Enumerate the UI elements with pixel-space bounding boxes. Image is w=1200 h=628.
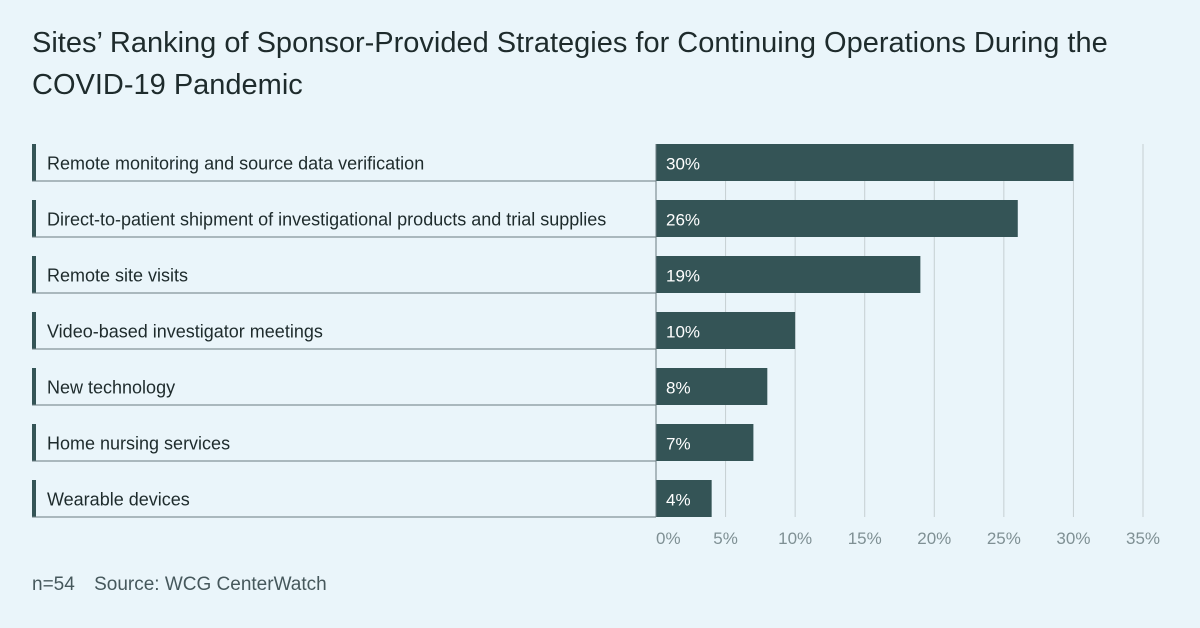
bar-value-label: 30%	[666, 155, 700, 174]
bar-row: Remote monitoring and source data verifi…	[32, 144, 1074, 182]
x-tick-label: 5%	[713, 529, 738, 548]
bar-value-label: 10%	[666, 323, 700, 342]
row-accent-mark	[32, 200, 36, 237]
bar-value-label: 7%	[666, 435, 691, 454]
category-label: Video-based investigator meetings	[47, 322, 323, 342]
bar-value-label: 26%	[666, 211, 700, 230]
category-rows: Remote monitoring and source data verifi…	[32, 144, 1074, 518]
bar	[656, 424, 754, 461]
category-label: Home nursing services	[47, 434, 230, 454]
row-accent-mark	[32, 424, 36, 461]
bar-row: New technology 8%	[32, 368, 768, 406]
category-label: Remote monitoring and source data verifi…	[47, 154, 424, 174]
bar-row: Remote site visits 19%	[32, 256, 921, 294]
row-accent-mark	[32, 480, 36, 517]
category-label: Direct-to-patient shipment of investigat…	[47, 210, 606, 230]
category-label: Remote site visits	[47, 266, 188, 286]
row-accent-mark	[32, 368, 36, 405]
x-tick-label: 25%	[987, 529, 1021, 548]
bar	[656, 480, 712, 517]
bar	[656, 256, 921, 293]
bar	[656, 312, 796, 349]
x-tick-label: 10%	[778, 529, 812, 548]
bar-value-label: 4%	[666, 491, 691, 510]
row-accent-mark	[32, 144, 36, 181]
bar-row: Wearable devices 4%	[32, 480, 712, 518]
row-accent-mark	[32, 312, 36, 349]
bar-row: Video-based investigator meetings 10%	[32, 312, 796, 350]
chart-footer: n=54 Source: WCG CenterWatch	[32, 574, 341, 596]
bar	[656, 144, 1074, 181]
x-tick-label: 35%	[1126, 529, 1160, 548]
bar-value-label: 8%	[666, 379, 691, 398]
x-tick-label: 30%	[1056, 529, 1090, 548]
sample-size: n=54	[32, 574, 75, 595]
bar-value-label: 19%	[666, 267, 700, 286]
bar	[656, 368, 768, 405]
bar-row: Direct-to-patient shipment of investigat…	[32, 200, 1018, 238]
bar	[656, 200, 1018, 237]
bar-row: Home nursing services 7%	[32, 424, 754, 462]
x-tick-label: 15%	[848, 529, 882, 548]
source-note: Source: WCG CenterWatch	[94, 574, 327, 595]
x-tick-label: 0%	[656, 529, 681, 548]
chart-title: Sites’ Ranking of Sponsor-Provided Strat…	[32, 27, 1108, 101]
x-axis-ticks: 0% 5% 10% 15% 20% 25% 30% 35%	[656, 529, 1160, 548]
row-accent-mark	[32, 256, 36, 293]
x-tick-label: 20%	[917, 529, 951, 548]
category-label: Wearable devices	[47, 490, 190, 510]
category-label: New technology	[47, 378, 175, 398]
